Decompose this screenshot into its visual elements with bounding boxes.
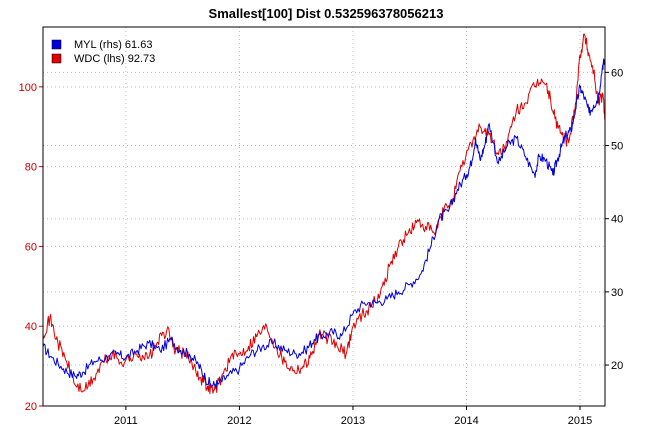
y-left-tick-label-0: 20: [25, 401, 37, 413]
series-line-myl: [42, 58, 606, 390]
plot-frame: [42, 26, 606, 407]
series-line-wdc: [42, 33, 606, 395]
y-right-tick-label-1: 30: [611, 287, 623, 299]
y-left-tick-label-2: 60: [25, 241, 37, 253]
y-right-tick-label-2: 40: [611, 214, 623, 226]
axes: 20 40 60 80 100 20 30 40 50 60 2011 2012 2013 2014 201…: [19, 67, 624, 427]
y-left-tick-label-4: 100: [19, 82, 37, 94]
y-right-tick-label-4: 60: [611, 67, 623, 79]
legend-swatch-myl: [51, 39, 62, 50]
chart-title: Smallest[100] Dist 0.532596378056213: [209, 6, 444, 21]
legend-label-myl: MYL (rhs) 61.63: [74, 39, 152, 51]
y-right-tick-label-0: 20: [611, 360, 623, 372]
grid: [43, 27, 605, 407]
legend-swatch-wdc: [51, 53, 62, 64]
y-left-tick-label-1: 40: [25, 321, 37, 333]
x-tick-label-2: 2013: [341, 415, 365, 427]
x-tick-label-4: 2015: [568, 415, 592, 427]
x-tick-label-1: 2012: [227, 415, 251, 427]
legend: MYL (rhs) 61.63 WDC (lhs) 92.73: [51, 39, 155, 65]
x-tick-label-0: 2011: [114, 415, 138, 427]
y-left-tick-label-3: 80: [25, 162, 37, 174]
series-layer: [42, 33, 606, 395]
y-right-tick-label-3: 50: [611, 141, 623, 153]
x-tick-label-3: 2014: [454, 415, 478, 427]
legend-label-wdc: WDC (lhs) 92.73: [74, 53, 155, 65]
